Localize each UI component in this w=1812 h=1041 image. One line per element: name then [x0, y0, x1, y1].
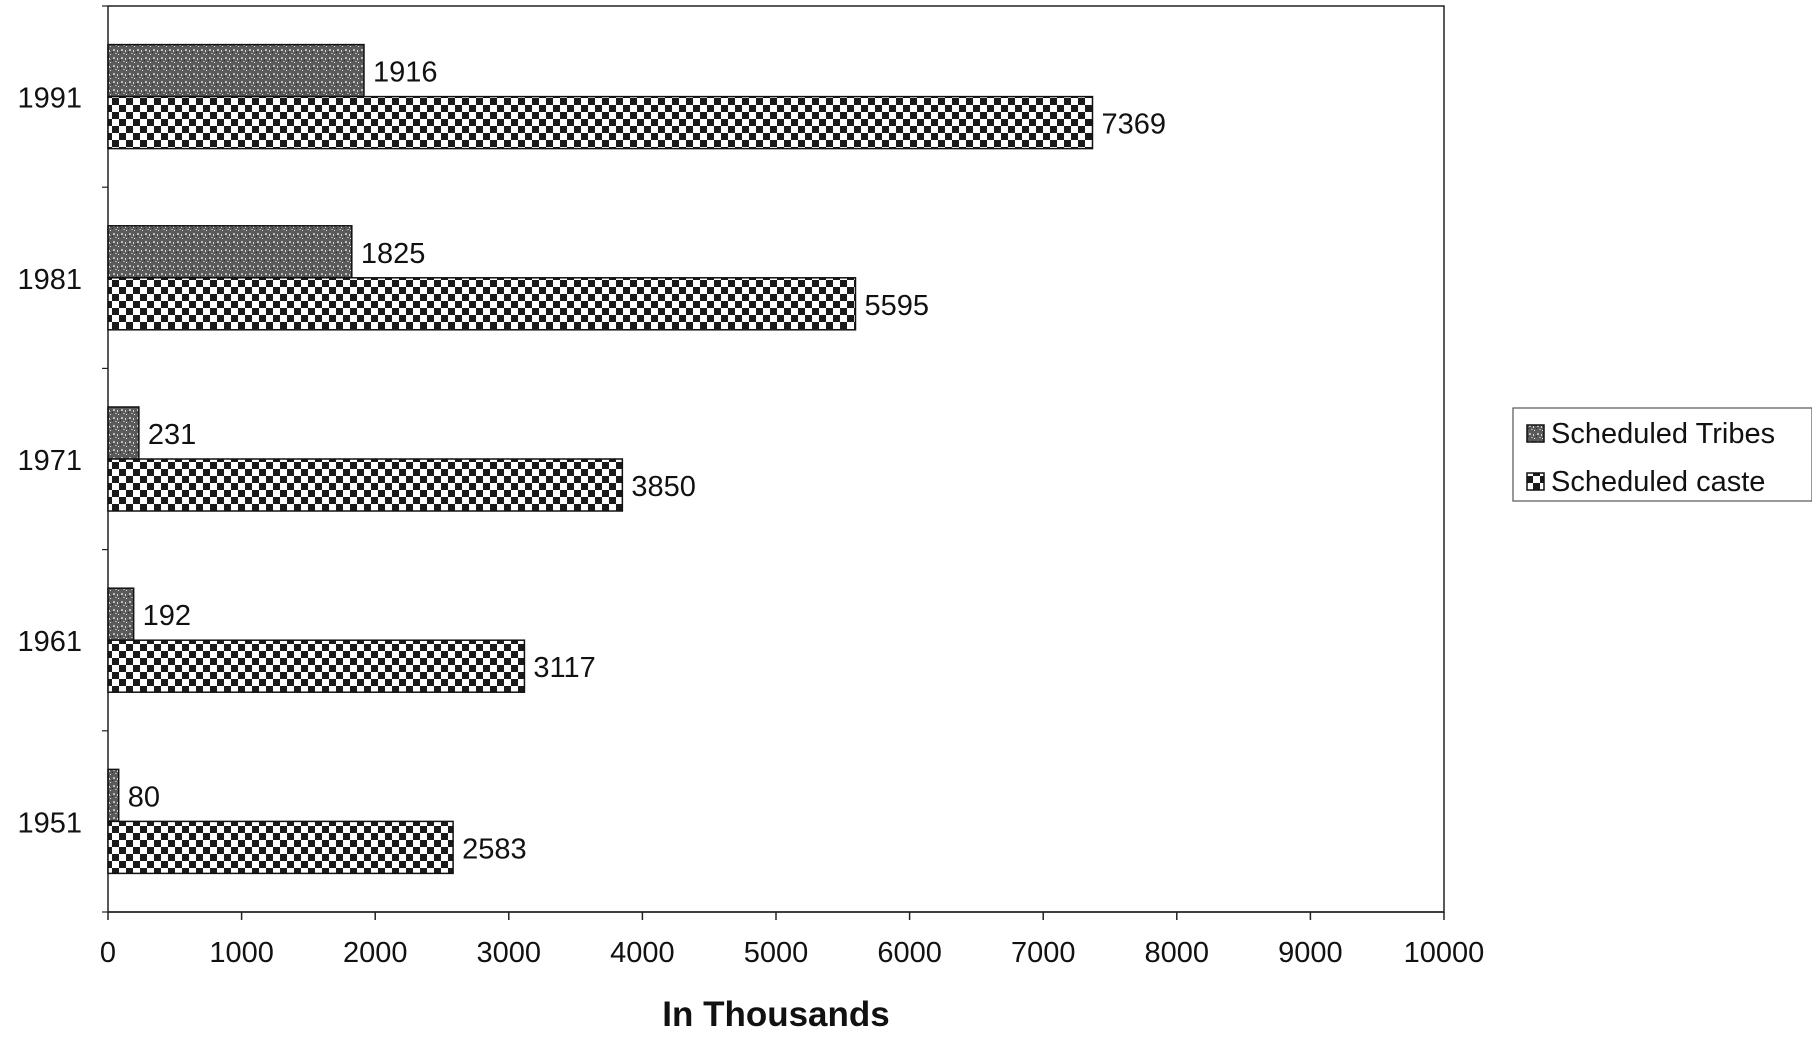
legend-label-scheduled-tribes: Scheduled Tribes [1551, 418, 1775, 450]
data-label-scheduled-caste-1991: 7369 [1101, 109, 1166, 141]
x-tick-label-0: 0 [100, 937, 116, 969]
x-axis: 0 1000 2000 3000 4000 5000 6000 7000 8000 9000 100… [100, 911, 1485, 969]
data-label-scheduled-tribes-1951: 80 [128, 781, 160, 813]
bar-scheduled-tribes-1951 [107, 768, 120, 823]
x-tick-label-7000: 7000 [1011, 937, 1076, 969]
x-tick-label-5000: 5000 [744, 937, 809, 969]
x-tick-label-4000: 4000 [610, 937, 675, 969]
y-tick-label-1981: 1981 [17, 264, 82, 296]
bars-group: 1916 7369 1825 5595 231 3850 192 3117 80 2583 [107, 43, 1166, 875]
x-tick-label-1000: 1000 [209, 937, 274, 969]
legend: Scheduled Tribes Scheduled caste [1512, 407, 1812, 502]
y-axis: 1991 1981 1971 1961 1951 [17, 5, 108, 913]
bar-scheduled-caste-1981 [107, 277, 857, 331]
y-tick-label-1991: 1991 [17, 83, 82, 115]
legend-swatch-scheduled-caste [1526, 472, 1545, 491]
bar-scheduled-caste-1991 [107, 95, 1094, 150]
y-tick-label-1971: 1971 [17, 445, 82, 477]
bar-scheduled-caste-1961 [107, 639, 526, 693]
y-tick-label-1961: 1961 [17, 626, 82, 658]
x-axis-title: In Thousands [662, 995, 890, 1034]
data-label-scheduled-caste-1971: 3850 [631, 471, 696, 503]
data-label-scheduled-tribes-1971: 231 [148, 419, 196, 451]
x-tick-label-8000: 8000 [1145, 937, 1210, 969]
bar-scheduled-caste-1951 [107, 820, 454, 875]
bar-scheduled-tribes-1971 [107, 406, 140, 460]
data-label-scheduled-caste-1961: 3117 [533, 652, 595, 684]
y-tick-label-1951: 1951 [17, 807, 82, 839]
data-label-scheduled-tribes-1961: 192 [143, 600, 191, 632]
data-label-scheduled-tribes-1981: 1825 [361, 238, 426, 270]
data-label-scheduled-tribes-1991: 1916 [373, 57, 438, 89]
bar-scheduled-tribes-1961 [107, 587, 135, 641]
bar-scheduled-tribes-1981 [107, 225, 353, 279]
legend-box [1512, 407, 1812, 502]
x-tick-label-6000: 6000 [877, 937, 942, 969]
x-tick-label-10000: 10000 [1404, 937, 1485, 969]
legend-label-scheduled-caste: Scheduled caste [1551, 466, 1765, 498]
data-label-scheduled-caste-1951: 2583 [462, 833, 527, 865]
x-tick-label-3000: 3000 [477, 937, 542, 969]
bar-scheduled-caste-1971 [107, 458, 624, 512]
data-label-scheduled-caste-1981: 5595 [864, 290, 929, 322]
x-tick-label-2000: 2000 [343, 937, 408, 969]
legend-swatch-scheduled-tribes [1526, 424, 1545, 443]
x-tick-label-9000: 9000 [1278, 937, 1343, 969]
bar-scheduled-tribes-1991 [107, 43, 365, 98]
